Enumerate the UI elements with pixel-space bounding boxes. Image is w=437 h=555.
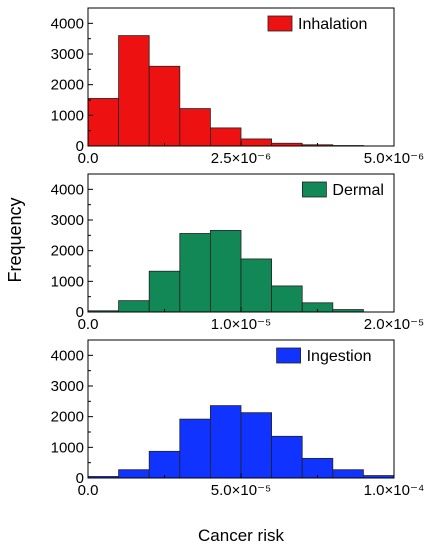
y-tick-label: 2000 bbox=[51, 77, 84, 94]
histogram-bar bbox=[241, 413, 272, 478]
y-tick-label: 4000 bbox=[51, 15, 84, 32]
y-tick-label: 4000 bbox=[51, 347, 84, 364]
y-tick-label: 1000 bbox=[51, 273, 84, 290]
x-axis-label: Cancer risk bbox=[198, 526, 284, 545]
y-tick-label: 3000 bbox=[51, 212, 84, 229]
x-tick-label: 2.0×10⁻⁵ bbox=[364, 316, 424, 333]
histogram-bar bbox=[333, 470, 364, 478]
x-tick-label: 1.0×10⁻⁴ bbox=[364, 482, 425, 499]
histogram-bar bbox=[180, 109, 211, 146]
x-tick-label: 5.0×10⁻⁵ bbox=[211, 482, 271, 499]
histogram-bar bbox=[149, 271, 180, 312]
histogram-bar bbox=[272, 286, 303, 312]
y-axis-label: Frequency bbox=[5, 197, 25, 282]
histogram-bar bbox=[210, 406, 241, 478]
legend-label: Inhalation bbox=[298, 16, 367, 33]
legend-swatch bbox=[277, 348, 301, 363]
y-tick-label: 4000 bbox=[51, 181, 84, 198]
histogram-bar bbox=[210, 230, 241, 312]
histogram-bar bbox=[149, 66, 180, 146]
histogram-bar bbox=[88, 98, 119, 146]
y-tick-label: 3000 bbox=[51, 378, 84, 395]
y-tick-label: 1000 bbox=[51, 439, 84, 456]
histogram-bar bbox=[241, 259, 272, 312]
histogram-bar bbox=[272, 436, 303, 478]
histogram-bar bbox=[119, 301, 150, 312]
x-tick-label: 1.0×10⁻⁵ bbox=[211, 316, 271, 333]
histogram-bar bbox=[119, 470, 150, 478]
y-tick-label: 1000 bbox=[51, 107, 84, 124]
legend-swatch bbox=[302, 182, 326, 197]
x-tick-label: 2.5×10⁻⁶ bbox=[211, 150, 271, 167]
x-tick-label: 0.0 bbox=[78, 150, 99, 167]
x-tick-label: 5.0×10⁻⁶ bbox=[364, 150, 424, 167]
legend-swatch bbox=[268, 16, 292, 31]
y-tick-label: 3000 bbox=[51, 46, 84, 63]
histogram-bar bbox=[210, 128, 241, 146]
histogram-bar bbox=[149, 451, 180, 478]
histogram-bar bbox=[180, 233, 211, 312]
legend-label: Ingestion bbox=[307, 348, 372, 365]
y-tick-label: 2000 bbox=[51, 243, 84, 260]
histogram-bar bbox=[241, 139, 272, 146]
x-tick-label: 0.0 bbox=[78, 316, 99, 333]
histogram-bar bbox=[119, 36, 150, 146]
legend-label: Dermal bbox=[332, 182, 384, 199]
y-tick-label: 2000 bbox=[51, 409, 84, 426]
histogram-bar bbox=[180, 419, 211, 478]
x-tick-label: 0.0 bbox=[78, 482, 99, 499]
